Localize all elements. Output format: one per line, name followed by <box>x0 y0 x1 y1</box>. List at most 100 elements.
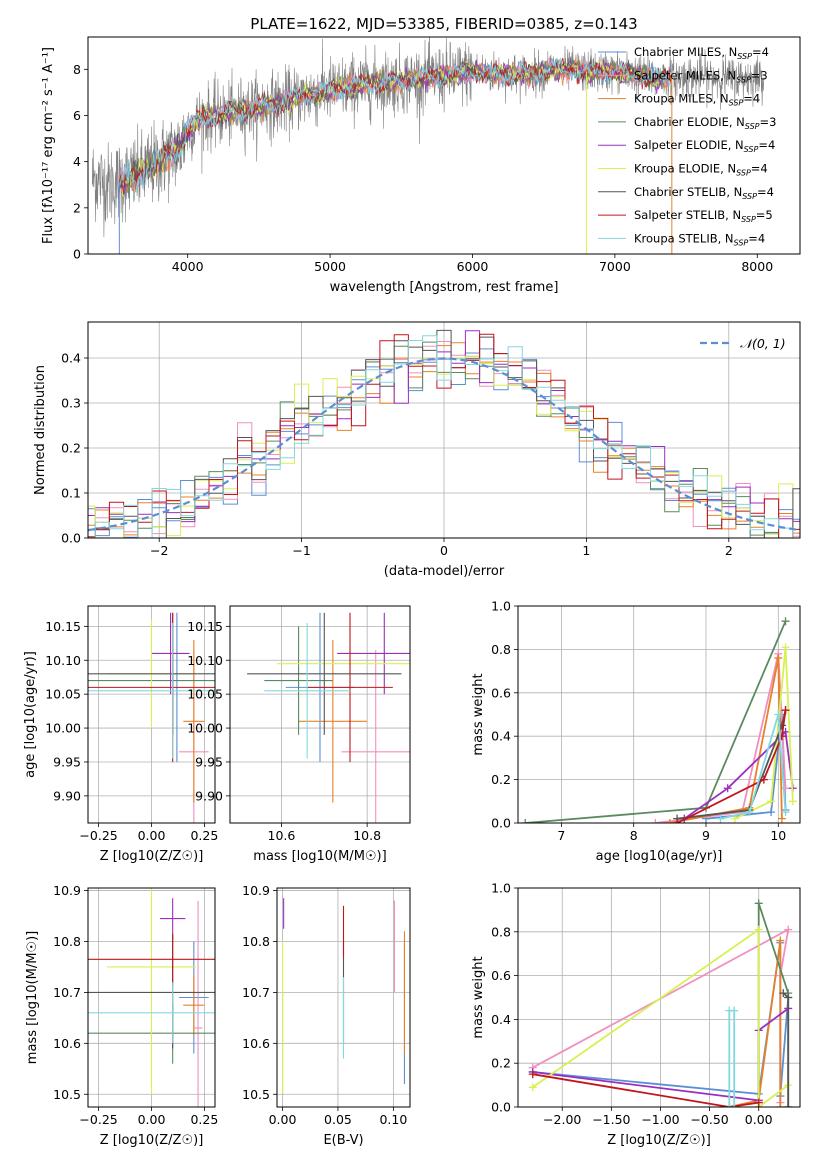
y-tick-label: 0.6 <box>491 968 511 983</box>
y-axis-label: mass weight <box>471 956 486 1038</box>
weight-marker <box>665 819 674 823</box>
legend-entry: Kroupa MILES, NSSP=4 <box>634 92 760 108</box>
y-axis-label: mass weight <box>471 673 486 755</box>
weight-line <box>532 1073 759 1107</box>
weight-marker <box>759 775 768 784</box>
y-tick-label: 10.8 <box>242 934 270 949</box>
x-tick-label: 5000 <box>314 259 346 274</box>
y-tick-label: 0.8 <box>491 924 511 939</box>
legend-subscript: SSP <box>745 122 760 131</box>
weight-series <box>716 710 790 823</box>
y-tick-label: 0.6 <box>491 685 511 700</box>
y-tick-label: 1.0 <box>491 599 511 614</box>
y-tick-label: 10.8 <box>53 934 81 949</box>
weight-marker <box>781 808 790 817</box>
weight-line <box>729 940 782 1107</box>
x-tick-label: 0.00 <box>269 1112 297 1127</box>
residual-histogram <box>88 335 800 538</box>
legend-tail: =4 <box>752 45 769 59</box>
y-tick-label: 8 <box>73 62 81 77</box>
y-tick-label: 0.2 <box>491 772 511 787</box>
y-tick-label: 0.4 <box>491 1012 511 1027</box>
y-tick-label: 0.4 <box>61 351 81 366</box>
weight-series <box>779 989 793 1107</box>
legend-subscript: SSP <box>729 99 744 108</box>
legend-entry: 𝒩(0, 1) <box>740 336 786 351</box>
weight-marker <box>776 936 785 945</box>
plot-area <box>88 888 215 1107</box>
weight-line <box>532 927 789 1107</box>
legend-subscript: SSP <box>734 238 749 247</box>
legend-entry: Kroupa ELODIE, NSSP=4 <box>634 162 768 178</box>
legend-entry: Salpeter ELODIE, NSSP=4 <box>634 138 775 154</box>
weight-line <box>676 710 787 823</box>
errorbar-point <box>159 898 186 939</box>
residual-histogram <box>88 355 800 538</box>
y-tick-label: 10.05 <box>187 687 223 702</box>
model-spectrum <box>118 58 672 193</box>
legend-text: Kroupa STELIB, N <box>634 231 734 245</box>
y-tick-label: 0.2 <box>491 1056 511 1071</box>
y-tick-label: 0.2 <box>61 441 81 456</box>
errorbar-point <box>183 639 205 803</box>
legend-tail: =5 <box>756 208 773 222</box>
weight-marker <box>776 1103 785 1107</box>
x-axis-label: Z [log10(Z/Z☉)] <box>607 1133 711 1148</box>
weight-line <box>720 714 787 820</box>
legend-text: Chabrier ELODIE, N <box>634 115 745 129</box>
weight-marker <box>774 710 783 719</box>
panel-age-vs-mass: 10.6 10.8 9.90 9.95 10.00 10.05 10.10 10.15 mass… <box>187 605 411 864</box>
legend-text: Chabrier STELIB, N <box>634 185 742 199</box>
weight-marker <box>779 989 788 998</box>
y-tick-label: 10.9 <box>242 883 270 898</box>
axes-frame <box>87 36 801 255</box>
weight-line <box>728 1009 736 1107</box>
y-tick-label: 1.0 <box>491 881 511 896</box>
y-tick-label: 0.4 <box>491 729 511 744</box>
x-tick-label: −1.00 <box>641 1112 679 1127</box>
plot-area <box>528 899 793 1107</box>
legend-tail: =4 <box>758 138 775 152</box>
errorbar-point <box>107 888 196 1095</box>
legend-text: Chabrier MILES, N <box>634 45 737 59</box>
panel-weight-vs-Z: −2.00 −1.50 −1.00 −0.50 0.00 0.0 0.2 0.4 0.6 0.8 1… <box>471 881 801 1148</box>
axes-frame <box>517 605 801 824</box>
x-tick-label: −1 <box>292 543 310 558</box>
y-tick-label: 10.15 <box>45 619 81 634</box>
weight-marker <box>716 814 725 823</box>
legend-entry: Salpeter MILES, NSSP=3 <box>634 68 768 84</box>
weight-marker <box>651 819 660 823</box>
x-tick-label: 2 <box>725 543 733 558</box>
panel-mass-vs-ebv: 0.00 0.05 0.10 10.5 10.6 10.7 10.8 10.9 E(B-V) <box>242 883 411 1148</box>
errorbar-point <box>88 982 215 1044</box>
y-tick-label: 9.90 <box>53 788 81 803</box>
y-tick-label: 6 <box>73 108 81 123</box>
weight-marker <box>784 925 793 934</box>
x-axis-label: (data-model)/error <box>384 564 505 579</box>
weight-series <box>673 706 790 823</box>
x-tick-label: 6000 <box>457 259 489 274</box>
x-axis-label: age [log10(age/yr)] <box>596 849 723 864</box>
panel-residuals: 𝒩(0, 1) −2 −1 0 1 2 0.0 0.1 0.2 0.3 0.4 (data-model… <box>33 321 801 579</box>
errorbar-point <box>88 622 215 759</box>
weight-marker <box>784 993 793 1002</box>
x-tick-label: 0.10 <box>379 1112 407 1127</box>
x-tick-label: 10.6 <box>268 828 296 843</box>
y-tick-label: 0.0 <box>491 816 511 831</box>
legend-tail: =4 <box>748 231 765 245</box>
y-tick-label: 10.00 <box>45 721 81 736</box>
errorbar-point <box>341 650 410 823</box>
weight-line <box>683 729 794 820</box>
errorbar-point <box>264 626 333 735</box>
plot-area <box>92 37 765 254</box>
residual-histogram <box>88 342 800 538</box>
weight-marker <box>673 819 682 823</box>
chart-title: PLATE=1622, MJD=53385, FIBERID=0385, z=0… <box>250 15 637 33</box>
y-tick-label: 0.3 <box>61 396 81 411</box>
axes-frame <box>517 887 801 1108</box>
y-axis-label: Normed distribution <box>33 365 48 495</box>
y-tick-label: 0.1 <box>61 486 81 501</box>
y-tick-label: 9.95 <box>195 754 223 769</box>
legend-subscript: SSP <box>737 52 752 61</box>
